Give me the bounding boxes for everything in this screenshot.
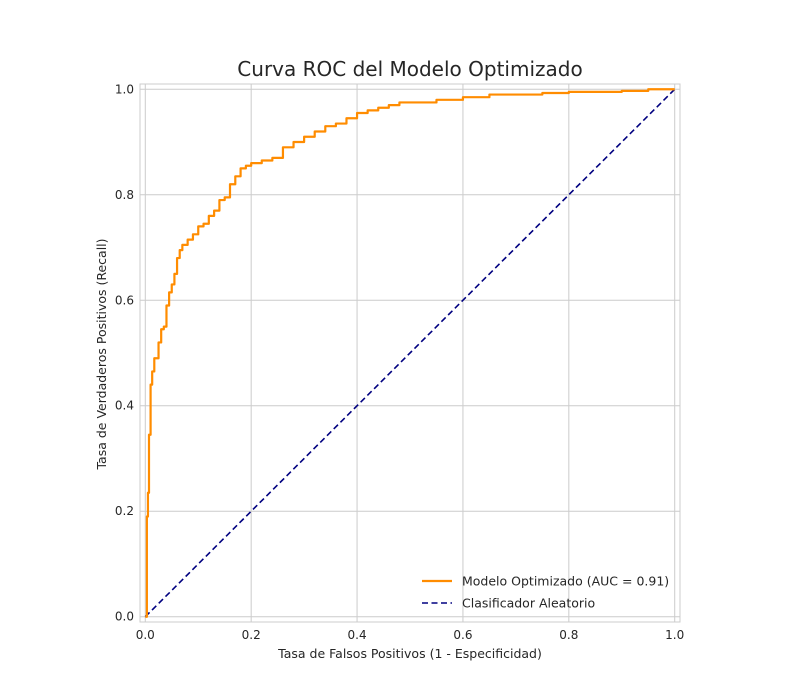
random-classifier-line — [144, 88, 676, 618]
y-tick-label: 0.8 — [115, 188, 134, 202]
x-tick-label: 0.0 — [136, 628, 155, 642]
legend-entry-label: Modelo Optimizado (AUC = 0.91) — [462, 574, 669, 589]
y-tick-label: 0.4 — [115, 399, 134, 413]
x-tick-label: 1.0 — [665, 628, 684, 642]
tick-labels: 0.0 0.2 0.4 0.6 0.8 1.0 0.0 0.2 0.4 0.6 0.8 1.0 — [115, 82, 684, 642]
y-axis-label: Tasa de Verdaderos Positivos (Recall) — [94, 238, 109, 470]
roc-curve-line — [145, 88, 675, 618]
legend: Modelo Optimizado (AUC = 0.91) Clasificad… — [422, 574, 669, 611]
x-tick-label: 0.8 — [559, 628, 578, 642]
plot-area-frame — [139, 83, 681, 623]
x-tick-label: 0.6 — [453, 628, 472, 642]
chart-title: Curva ROC del Modelo Optimizado — [237, 57, 582, 81]
x-tick-label: 0.2 — [242, 628, 261, 642]
grid — [140, 84, 680, 622]
x-axis-label: Tasa de Falsos Positivos (1 - Especifici… — [277, 646, 542, 661]
legend-entry-label: Clasificador Aleatorio — [462, 596, 595, 611]
series-layer — [144, 88, 676, 618]
y-tick-label: 0.6 — [115, 293, 134, 307]
x-tick-label: 0.4 — [348, 628, 367, 642]
y-tick-label: 0.0 — [115, 610, 134, 624]
y-tick-label: 0.2 — [115, 504, 134, 518]
y-tick-label: 1.0 — [115, 82, 134, 96]
